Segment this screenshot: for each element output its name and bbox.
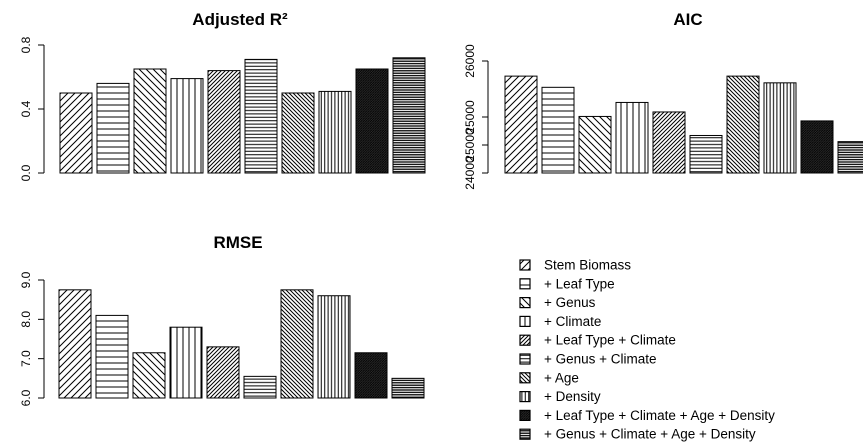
- legend-label: + Climate: [544, 314, 601, 329]
- rmse-tick-label: 7.0: [19, 350, 33, 367]
- adjusted-r2-bar: [96, 82, 130, 174]
- legend-label: Stem Biomass: [544, 258, 631, 273]
- aic-bar: [652, 111, 686, 174]
- aic-bar: [763, 82, 797, 174]
- aic-bar: [541, 86, 575, 174]
- aic-tick-label: 25000: [463, 100, 477, 134]
- aic-tick-label: 25000: [463, 128, 477, 162]
- legend-swatch: [519, 334, 531, 346]
- aic-title: AIC: [673, 10, 702, 29]
- rmse-bar: [169, 326, 203, 399]
- adjusted-r2-bar: [244, 58, 278, 174]
- legend-swatch: [519, 353, 531, 365]
- rmse-bar: [317, 295, 351, 399]
- adjusted-r2-y-axis: 0.0 0.4 0.8: [19, 36, 45, 181]
- adjusted-r2-tick-label: 0.4: [19, 100, 33, 117]
- legend-label: + Leaf Type + Climate + Age + Density: [544, 408, 775, 423]
- rmse-bar: [132, 352, 166, 399]
- aic-bar: [837, 141, 863, 174]
- adjusted-r2-bar: [133, 68, 167, 174]
- adjusted-r2-bar: [207, 70, 241, 174]
- rmse-bar: [206, 346, 240, 399]
- rmse-bar: [354, 352, 388, 399]
- legend: Stem Biomass + Leaf Type + Genus + Climate +…: [519, 258, 775, 442]
- rmse-y-axis: 6.0 7.0 8.0 9.0: [19, 271, 45, 406]
- adjusted-r2-tick-label: 0.8: [19, 36, 33, 53]
- aic-bar: [578, 115, 612, 174]
- legend-swatch: [519, 391, 531, 403]
- legend-swatch: [519, 428, 531, 440]
- adjusted-r2-bar: [170, 78, 204, 174]
- legend-swatch: [519, 409, 531, 421]
- adjusted-r2-bars: [59, 57, 426, 174]
- legend-label: + Age: [544, 370, 579, 385]
- legend-swatch: [519, 315, 531, 327]
- legend-label: + Genus + Climate + Age + Density: [544, 427, 756, 442]
- legend-label: + Density: [544, 389, 601, 404]
- aic-tick-label: 24000: [463, 156, 477, 190]
- legend-label: + Genus: [544, 295, 596, 310]
- aic-tick-label: 26000: [463, 44, 477, 78]
- rmse-bars: [58, 289, 425, 399]
- aic-bar: [504, 75, 538, 174]
- aic-bar: [726, 75, 760, 174]
- legend-label: + Genus + Climate: [544, 352, 657, 367]
- legend-swatch: [519, 278, 531, 290]
- aic-bars: [504, 75, 863, 174]
- aic-bar: [800, 120, 834, 174]
- adjusted-r2-panel: Adjusted R² 0.0 0.4 0.8: [19, 10, 426, 181]
- adjusted-r2-tick-label: 0.0: [19, 164, 33, 181]
- rmse-tick-label: 6.0: [19, 389, 33, 406]
- legend-label: + Leaf Type: [544, 276, 615, 291]
- rmse-tick-label: 9.0: [19, 271, 33, 288]
- aic-bar: [615, 101, 649, 174]
- rmse-bar: [391, 377, 425, 399]
- legend-swatch: [519, 372, 531, 384]
- rmse-tick-label: 8.0: [19, 311, 33, 328]
- rmse-bar: [280, 289, 314, 399]
- adjusted-r2-bar: [392, 57, 426, 174]
- adjusted-r2-bar: [281, 92, 315, 174]
- rmse-bar: [243, 375, 277, 399]
- aic-bar: [689, 134, 723, 174]
- legend-label: + Leaf Type + Climate: [544, 333, 676, 348]
- adjusted-r2-title: Adjusted R²: [192, 10, 288, 29]
- adjusted-r2-bar: [59, 92, 93, 174]
- adjusted-r2-bar: [355, 68, 389, 174]
- rmse-bar: [95, 314, 129, 399]
- rmse-bar: [58, 289, 92, 399]
- adjusted-r2-bar: [318, 90, 352, 174]
- rmse-panel: RMSE 6.0 7.0 8.0 9.0: [19, 233, 425, 406]
- legend-swatch: [519, 297, 531, 309]
- rmse-title: RMSE: [213, 233, 262, 252]
- legend-swatch: [519, 259, 531, 271]
